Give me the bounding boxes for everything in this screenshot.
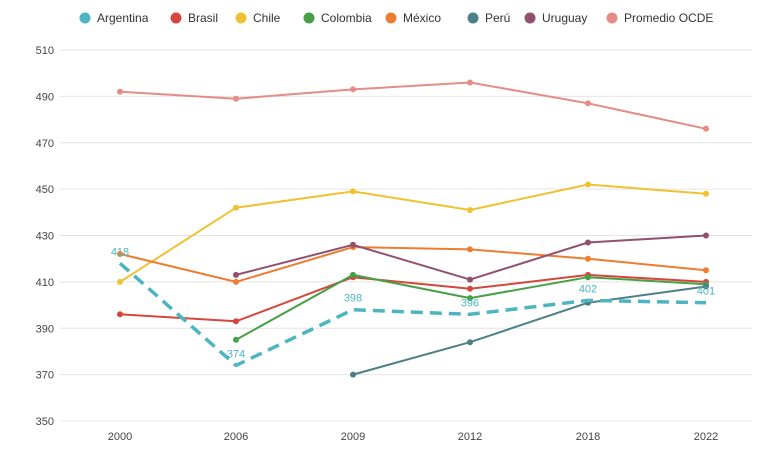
y-tick-label: 390	[36, 323, 54, 335]
y-tick-label: 430	[36, 231, 54, 243]
series-chile	[117, 181, 709, 285]
series-group	[117, 79, 709, 378]
data-point	[585, 181, 591, 188]
data-point	[233, 278, 239, 285]
legend-item-mexico[interactable]: México	[385, 11, 442, 25]
x-tick-label: 2012	[458, 431, 482, 443]
legend-swatch	[524, 12, 536, 24]
data-point	[117, 278, 123, 285]
legend-item-brasil[interactable]: Brasil	[170, 11, 219, 25]
data-point	[585, 100, 591, 107]
data-labels: 418 374 398 396 402 401	[111, 246, 715, 360]
legend-item-chile[interactable]: Chile	[235, 11, 281, 25]
y-tick-label: 490	[36, 91, 54, 103]
series-uruguay	[233, 232, 709, 283]
data-point	[350, 241, 356, 248]
legend-label: Colombia	[321, 11, 372, 25]
y-axis: 350 370 390 410 430 450 470 490 510	[36, 45, 54, 428]
data-label: 418	[111, 246, 129, 258]
data-point	[585, 274, 591, 281]
legend-item-argentina[interactable]: Argentina	[79, 11, 149, 25]
y-tick-label: 370	[36, 370, 54, 382]
legend: Argentina Brasil Chile Colombia México Perú Ur…	[79, 11, 714, 25]
series-promedio-ocde	[117, 79, 709, 132]
series-argentina	[118, 261, 707, 368]
data-point	[467, 295, 473, 302]
data-point	[467, 339, 473, 346]
legend-label: Promedio OCDE	[624, 11, 713, 25]
data-point	[467, 276, 473, 283]
legend-label: México	[403, 11, 441, 25]
data-point	[467, 246, 473, 253]
series-line	[119, 183, 707, 283]
data-point	[350, 271, 356, 278]
data-point	[467, 79, 473, 86]
legend-label: Perú	[485, 11, 510, 25]
x-axis: 2000 2006 2009 2012 2018 2022	[108, 431, 718, 443]
series-line	[119, 81, 707, 130]
data-point	[703, 267, 709, 274]
series-mexico	[117, 244, 709, 285]
series-line	[235, 234, 707, 281]
data-point	[703, 125, 709, 132]
legend-label: Argentina	[97, 11, 149, 25]
legend-label: Brasil	[188, 11, 218, 25]
data-label: 398	[344, 293, 362, 305]
data-point	[233, 95, 239, 102]
series-peru	[350, 283, 709, 378]
legend-swatch	[303, 12, 315, 24]
legend-swatch	[79, 12, 91, 24]
series-line	[119, 273, 707, 323]
data-point	[350, 86, 356, 93]
legend-item-promedio-ocde[interactable]: Promedio OCDE	[606, 11, 714, 25]
gridlines	[60, 49, 752, 422]
legend-swatch	[170, 12, 182, 24]
x-tick-label: 2022	[694, 431, 718, 443]
data-point	[703, 283, 709, 290]
y-tick-label: 470	[36, 138, 54, 150]
data-point	[703, 232, 709, 239]
data-point	[233, 204, 239, 211]
x-tick-label: 2000	[108, 431, 132, 443]
data-point	[585, 239, 591, 246]
data-point	[585, 255, 591, 262]
x-tick-label: 2009	[341, 431, 365, 443]
data-label: 401	[697, 286, 715, 298]
data-point	[467, 285, 473, 292]
y-tick-label: 410	[36, 277, 54, 289]
y-tick-label: 350	[36, 416, 54, 428]
x-tick-label: 2006	[224, 431, 248, 443]
x-tick-label: 2018	[576, 431, 600, 443]
data-point	[233, 336, 239, 343]
series-line	[352, 285, 707, 376]
legend-swatch	[606, 12, 618, 24]
legend-label: Uruguay	[542, 11, 587, 25]
legend-label: Chile	[253, 11, 281, 25]
series-line	[118, 261, 707, 368]
legend-item-peru[interactable]: Perú	[467, 11, 511, 25]
legend-item-colombia[interactable]: Colombia	[303, 11, 373, 25]
data-label: 402	[579, 283, 597, 295]
data-point	[350, 371, 356, 378]
data-point	[117, 311, 123, 318]
data-point	[703, 190, 709, 197]
y-tick-label: 450	[36, 184, 54, 196]
series-line	[119, 246, 707, 283]
legend-swatch	[235, 12, 247, 24]
data-point	[467, 207, 473, 213]
data-point	[117, 251, 123, 257]
legend-swatch	[385, 12, 397, 24]
data-point	[350, 188, 356, 195]
data-point	[233, 318, 239, 325]
data-point	[233, 271, 239, 278]
data-label: 374	[227, 348, 245, 360]
data-label: 396	[461, 297, 479, 309]
legend-swatch	[467, 12, 479, 24]
y-tick-label: 510	[36, 45, 54, 57]
data-point	[117, 88, 123, 95]
legend-item-uruguay[interactable]: Uruguay	[524, 11, 588, 25]
